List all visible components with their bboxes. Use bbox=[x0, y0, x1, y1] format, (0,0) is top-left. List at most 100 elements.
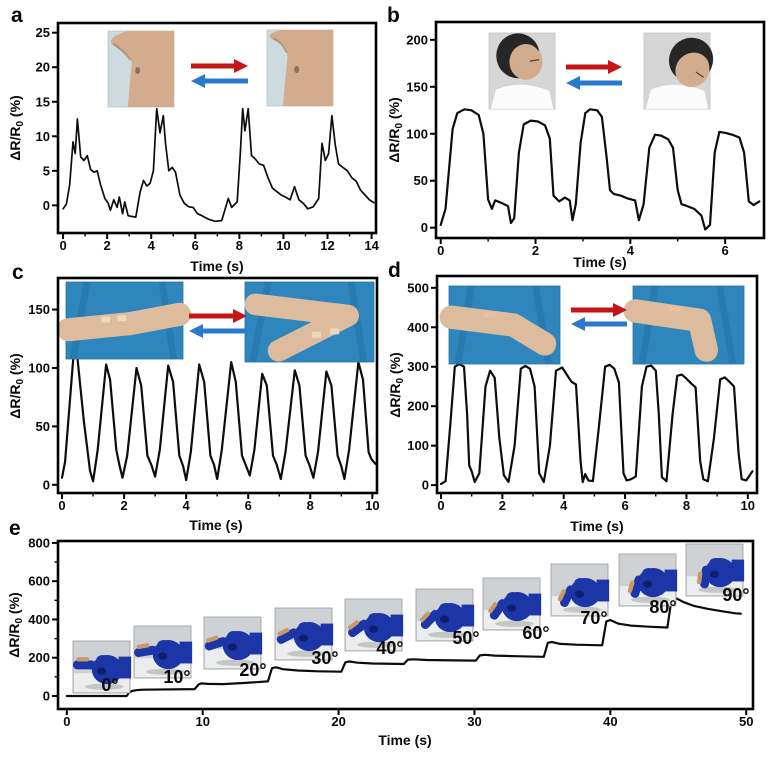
y-tick-label: 400 bbox=[407, 320, 429, 335]
angle-label: 60° bbox=[522, 623, 549, 643]
x-tick-label: 4 bbox=[627, 243, 635, 258]
y-tick-label: 50 bbox=[36, 419, 50, 434]
x-tick-label: 4 bbox=[183, 498, 191, 513]
x-tick-label: 14 bbox=[364, 238, 379, 253]
y-axis-title: ΔR/R0 (%) bbox=[7, 95, 26, 160]
arrow-left-icon bbox=[191, 74, 205, 88]
axis-ticks: 0 2 4 6 8 10 12 14 0 5 10 15 20 25 bbox=[36, 25, 380, 253]
y-tick-label: 200 bbox=[407, 399, 429, 414]
x-tick-label: 30 bbox=[467, 714, 481, 729]
x-axis-title: Time (s) bbox=[573, 254, 626, 270]
finger-bend-photo-80deg bbox=[618, 553, 678, 607]
finger-sensor-strip bbox=[136, 643, 150, 650]
panel-c-frame bbox=[56, 276, 379, 495]
y-tick-label: 150 bbox=[406, 79, 428, 94]
arrow-left-icon bbox=[571, 317, 585, 331]
x-tick-label: 6 bbox=[192, 238, 199, 253]
finger-bend-photo-30deg bbox=[274, 607, 334, 661]
x-tick-label: 40 bbox=[603, 714, 617, 729]
arrow-right-icon bbox=[608, 60, 622, 74]
y-tick-label: 0 bbox=[421, 220, 428, 235]
x-tick-label: 6 bbox=[621, 498, 628, 513]
y-tick-label: 25 bbox=[36, 25, 50, 40]
glasses-icon bbox=[529, 59, 540, 62]
panel-e-curve bbox=[65, 596, 742, 698]
head-bowed-photo bbox=[643, 32, 714, 110]
angle-label: 20° bbox=[239, 660, 266, 680]
x-tick-label: 12 bbox=[320, 238, 334, 253]
finger-bend-photo-70deg bbox=[550, 563, 610, 617]
finger-bend-photo-40deg bbox=[344, 598, 404, 652]
y-tick-label: 300 bbox=[407, 359, 429, 374]
wrist-straight-photo bbox=[439, 285, 561, 365]
x-axis-title: Time (s) bbox=[190, 258, 243, 274]
wrist-sensor-strip bbox=[484, 312, 497, 318]
y-tick-label: 0 bbox=[43, 198, 50, 213]
x-tick-label: 2 bbox=[104, 238, 111, 253]
direction-arrows bbox=[571, 303, 627, 331]
angle-label: 40° bbox=[376, 638, 403, 658]
y-tick-label: 0 bbox=[43, 477, 50, 492]
axis-ticks: 0 2 4 6 0 50 100 150 200 bbox=[406, 32, 728, 258]
angle-label: 0° bbox=[101, 675, 118, 695]
panel-a-frame bbox=[56, 21, 378, 235]
y-tick-label: 100 bbox=[28, 360, 50, 375]
direction-arrows bbox=[189, 309, 247, 338]
y-tick-label: 400 bbox=[28, 612, 50, 627]
finger-sensor-strip bbox=[627, 580, 635, 593]
y-axis-title: ΔR/R0 (%) bbox=[7, 353, 26, 418]
neck-photo-left bbox=[107, 30, 175, 108]
y-tick-label: 15 bbox=[36, 94, 50, 109]
y-axis-title: ΔR/R0 (%) bbox=[6, 592, 25, 657]
x-tick-label: 50 bbox=[739, 714, 753, 729]
direction-arrows bbox=[191, 59, 248, 88]
y-tick-label: 200 bbox=[406, 32, 428, 47]
panel-d-frame bbox=[435, 274, 759, 495]
y-tick-label: 5 bbox=[43, 163, 50, 178]
y-axis-title: ΔR/R0 (%) bbox=[386, 97, 405, 162]
y-tick-label: 0 bbox=[422, 478, 429, 493]
panel-d-curve bbox=[439, 362, 754, 485]
angle-label: 10° bbox=[163, 667, 190, 687]
finger-sensor-strip bbox=[277, 627, 290, 637]
angle-label: 70° bbox=[580, 608, 607, 628]
finger-bend-photo-10deg bbox=[133, 625, 193, 679]
panel-a-plot: 0 2 4 6 8 10 12 14 0 5 10 15 20 25 Time (s) ΔR/R0 (%) bbox=[7, 21, 380, 274]
arrow-left-icon bbox=[566, 76, 580, 90]
y-tick-label: 800 bbox=[28, 535, 50, 550]
x-tick-label: 4 bbox=[560, 498, 568, 513]
panel-e-frame bbox=[56, 539, 755, 711]
y-tick-label: 10 bbox=[36, 129, 50, 144]
x-axis-title: Time (s) bbox=[570, 518, 623, 534]
finger-sensor-strip bbox=[696, 571, 703, 585]
panel-b-plot: 0 2 4 6 0 50 100 150 200 Time (s) ΔR/R0 (%) bbox=[386, 20, 766, 270]
arrow-right-icon bbox=[613, 303, 627, 317]
y-tick-label: 200 bbox=[28, 650, 50, 665]
wrist-sensor-strip bbox=[668, 306, 681, 312]
x-tick-label: 0 bbox=[437, 243, 444, 258]
x-tick-label: 20 bbox=[331, 714, 345, 729]
x-axis-title: Time (s) bbox=[378, 732, 431, 748]
x-tick-label: 6 bbox=[722, 243, 729, 258]
y-axis-title: ΔR/R0 (%) bbox=[387, 352, 406, 417]
x-tick-label: 10 bbox=[365, 498, 379, 513]
x-tick-label: 10 bbox=[195, 714, 209, 729]
x-tick-label: 4 bbox=[148, 238, 156, 253]
y-tick-label: 500 bbox=[407, 280, 429, 295]
sensor-patch bbox=[101, 316, 111, 323]
angle-label: 80° bbox=[649, 597, 676, 617]
head-upright-photo bbox=[488, 32, 556, 110]
throat-sensor-dot bbox=[135, 67, 141, 75]
finger-sensor-strip bbox=[557, 589, 566, 602]
x-tick-label: 6 bbox=[245, 498, 252, 513]
panel-c-label: c bbox=[12, 261, 24, 284]
x-tick-label: 0 bbox=[437, 498, 444, 513]
finger-sensor-strip bbox=[76, 657, 89, 662]
y-tick-label: 100 bbox=[407, 438, 429, 453]
arm-bent-photo bbox=[244, 281, 375, 363]
x-tick-label: 0 bbox=[59, 238, 66, 253]
x-tick-label: 10 bbox=[741, 498, 755, 513]
arrow-left-icon bbox=[189, 324, 203, 338]
